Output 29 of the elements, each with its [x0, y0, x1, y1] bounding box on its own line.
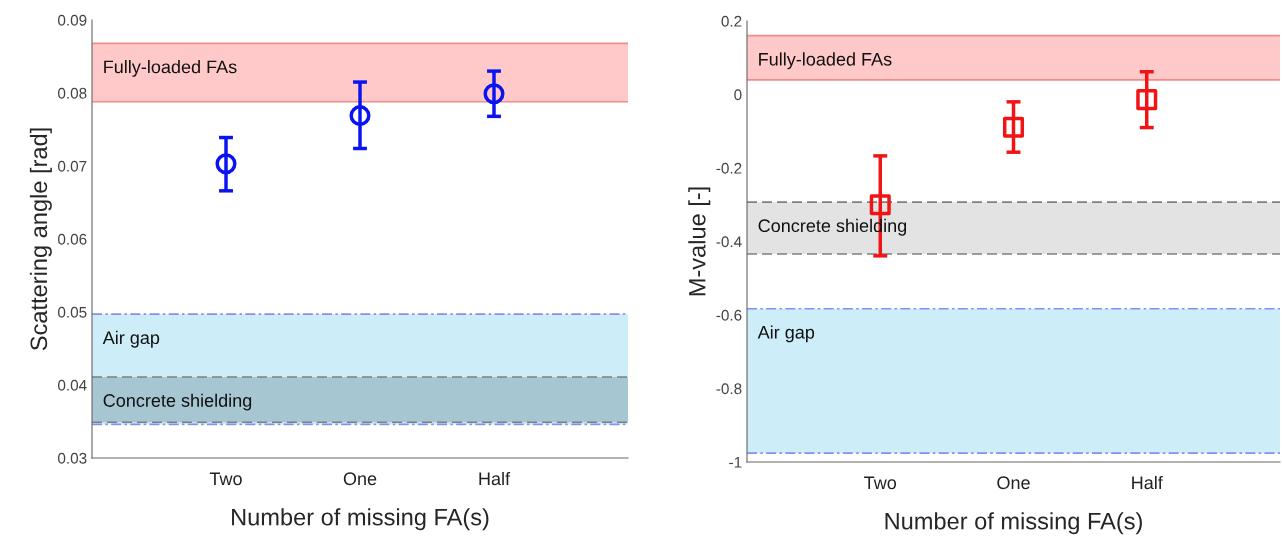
y-tick-label: 0.05 — [58, 306, 87, 318]
x-tick-label: Half — [1132, 475, 1163, 490]
y-tick-label: 0 — [734, 89, 742, 101]
x-tick-label: One — [343, 472, 377, 486]
band-label: Air gap — [102, 330, 160, 348]
y-tick-label: -0.6 — [716, 309, 742, 321]
y-tick-label: 0.03 — [58, 452, 87, 464]
y-tick-label: 0.07 — [58, 160, 87, 172]
y-tick-label: 0.04 — [58, 379, 87, 391]
y-tick-label: -0.8 — [716, 383, 742, 395]
y-tick-label: -1 — [729, 457, 742, 468]
y-tick-label: -0.4 — [716, 236, 742, 248]
band-label: Fully-loaded FAs — [759, 52, 892, 70]
y-axis-title: M-value [-] — [688, 187, 711, 296]
x-tick-label: One — [997, 476, 1030, 490]
band-label: Concrete shielding — [103, 393, 252, 411]
y-tick-label: 0.2 — [721, 15, 742, 27]
y-tick-label: -0.2 — [716, 162, 742, 174]
x-axis-title: Number of missing FA(s) — [885, 512, 1142, 535]
y-tick-label: 0.06 — [58, 233, 87, 245]
y-tick-label: 0.08 — [58, 87, 87, 99]
x-tick-label: Two — [864, 476, 897, 490]
y-tick-label: 0.09 — [58, 14, 87, 26]
band-label: Fully-loaded FAs — [104, 60, 237, 77]
band-label: Air gap — [757, 325, 815, 343]
y-axis-title: Scattering angle [rad] — [29, 128, 52, 351]
x-tick-label: Half — [479, 471, 511, 486]
x-axis-title: Number of missing FA(s) — [232, 508, 489, 531]
x-tick-label: Two — [209, 472, 242, 486]
